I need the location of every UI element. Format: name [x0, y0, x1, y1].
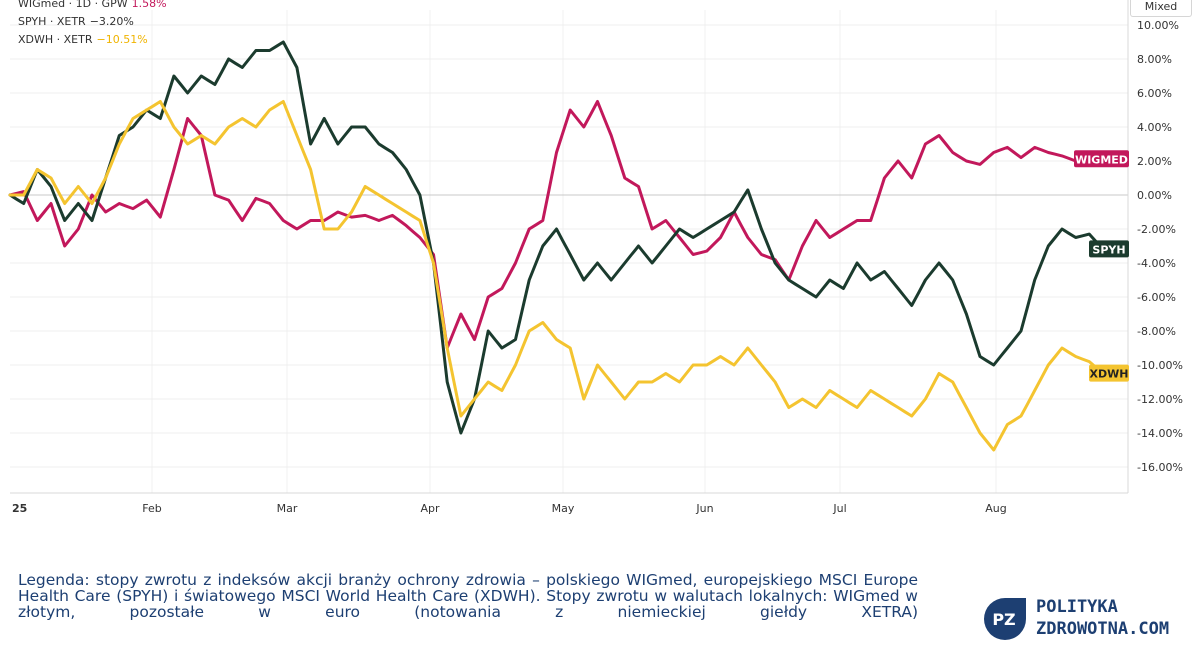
- x-tick-label: Jun: [695, 502, 713, 515]
- chart-caption: Legenda: stopy zwrotu z indeksów akcji b…: [18, 572, 918, 621]
- legend-row-spyh[interactable]: SPYH · XETR −3.20%: [18, 15, 134, 28]
- legend-value-wigmed: 1.58%: [131, 0, 167, 10]
- badge-xdwh: XDWH: [1089, 364, 1129, 382]
- legend-row-xdwh[interactable]: XDWH · XETR −10.51%: [18, 33, 148, 46]
- y-tick-label: 10.00%: [1137, 19, 1179, 32]
- y-tick-label: -6.00%: [1137, 291, 1176, 304]
- logo-line-2: ZDROWOTNA.COM: [1036, 619, 1170, 639]
- chart: 25 Feb Mar Apr May Jun Jul Aug 10.00% 8.00% 6.00% 4…: [8, 0, 1183, 515]
- politykazdrowotna-logo[interactable]: PZ POLITYKA ZDROWOTNA.COM: [982, 594, 1192, 644]
- legend-label-xdwh: XDWH · XETR: [18, 33, 93, 46]
- y-tick-label: 4.00%: [1137, 121, 1172, 134]
- x-tick-label: May: [552, 502, 575, 515]
- y-tick-label: -8.00%: [1137, 325, 1176, 338]
- x-tick-label: Jul: [832, 502, 846, 515]
- legend-label-wigmed: WIGmed · 1D · GPW: [18, 0, 128, 10]
- series-line-spyh: [8, 40, 1105, 435]
- y-tick-label: 2.00%: [1137, 155, 1172, 168]
- y-tick-label: 6.00%: [1137, 87, 1172, 100]
- x-tick-label: 25: [12, 502, 27, 515]
- y-tick-label: -10.00%: [1137, 359, 1183, 372]
- series-line-wigmed: [8, 100, 1105, 350]
- series-lines: [8, 40, 1105, 452]
- x-tick-label: Mar: [277, 502, 298, 515]
- legend-label-spyh: SPYH · XETR: [18, 15, 86, 28]
- badge-spyh: SPYH: [1089, 240, 1129, 258]
- legend-row-wigmed[interactable]: WIGmed · 1D · GPW 1.58%: [18, 0, 167, 10]
- y-tick-label: -12.00%: [1137, 393, 1183, 406]
- pz-logo-icon: PZ: [984, 598, 1026, 640]
- badge-bg: [1089, 240, 1129, 258]
- y-tick-label: -2.00%: [1137, 223, 1176, 236]
- y-tick-label: -4.00%: [1137, 257, 1176, 270]
- series-line-xdwh: [8, 100, 1105, 452]
- legend-value-spyh: −3.20%: [89, 15, 134, 28]
- x-tick-label: Feb: [142, 502, 161, 515]
- x-tick-label: Aug: [985, 502, 1006, 515]
- y-tick-label: 0.00%: [1137, 189, 1172, 202]
- badge-wigmed: WIGMED: [1074, 150, 1129, 168]
- badge-label: WIGMED: [1075, 153, 1128, 166]
- scale-mode-button[interactable]: Mixed: [1130, 0, 1192, 17]
- gridlines: [10, 10, 1128, 493]
- badge-label: SPYH: [1092, 243, 1125, 256]
- logo-line-1: POLITYKA: [1036, 597, 1118, 617]
- axes: 25 Feb Mar Apr May Jun Jul Aug 10.00% 8.00% 6.00% 4…: [10, 0, 1183, 515]
- badge-bg: [1089, 364, 1129, 382]
- y-tick-label: -16.00%: [1137, 461, 1183, 474]
- legend-value-xdwh: −10.51%: [96, 33, 148, 46]
- last-value-badges: WIGMED SPYH XDWH: [1074, 150, 1129, 382]
- logo-mark-text: PZ: [992, 610, 1015, 629]
- x-tick-label: Apr: [420, 502, 440, 515]
- badge-label: XDWH: [1090, 368, 1129, 381]
- badge-bg: [1074, 150, 1129, 168]
- y-tick-label: -14.00%: [1137, 427, 1183, 440]
- logo-wordmark: POLITYKA ZDROWOTNA.COM: [1036, 596, 1169, 640]
- y-tick-label: 8.00%: [1137, 53, 1172, 66]
